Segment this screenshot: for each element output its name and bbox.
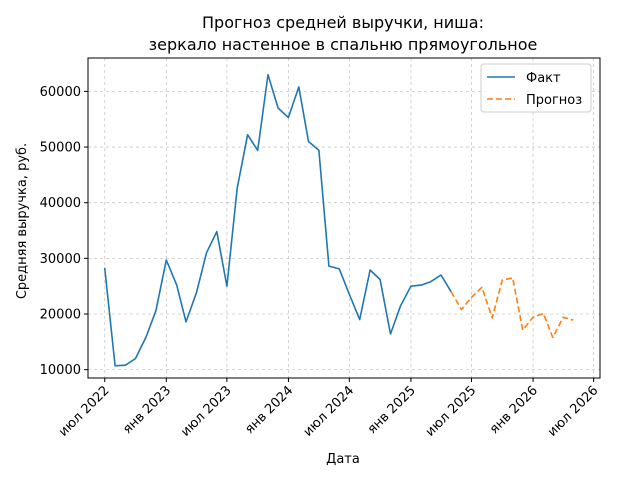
chart-title-line-1: Прогноз средней выручки, ниша: [202,13,484,32]
legend-box [480,63,592,113]
x-tick-label: июл 2023 [178,383,235,440]
x-tick-label: июл 2024 [301,383,358,440]
series-layer [103,73,574,367]
x-tick-label: июл 2022 [56,383,113,440]
plot-area-frame [87,57,601,379]
grid-lines [88,58,600,378]
y-tick-label: 50000 [40,141,81,156]
x-tick-label: янв 2023 [120,383,174,437]
forecast-series-line [450,276,574,339]
x-tick-label: июл 2026 [545,383,602,440]
y-tick-label: 30000 [40,252,81,267]
x-tick-label: янв 2026 [487,383,541,437]
x-axis-label: Дата [326,452,360,467]
y-axis-label: Средняя выручка, руб. [15,143,30,299]
actual-series-line [103,73,452,367]
x-tick-label: июл 2025 [423,383,480,440]
legend-entry: Факт [526,71,561,86]
x-tick-label: янв 2024 [242,383,296,437]
y-tick-label: 20000 [40,308,81,323]
y-tick-label: 10000 [40,363,81,378]
x-tick-label: янв 2025 [365,383,419,437]
chart-title-line-2: зеркало настенное в спальню прямоугольно… [149,35,538,54]
legend-entry: Прогноз [526,93,582,108]
y-tick-label: 40000 [40,196,81,211]
legend: Факт Прогноз [480,63,592,113]
y-tick-label: 60000 [40,85,81,100]
